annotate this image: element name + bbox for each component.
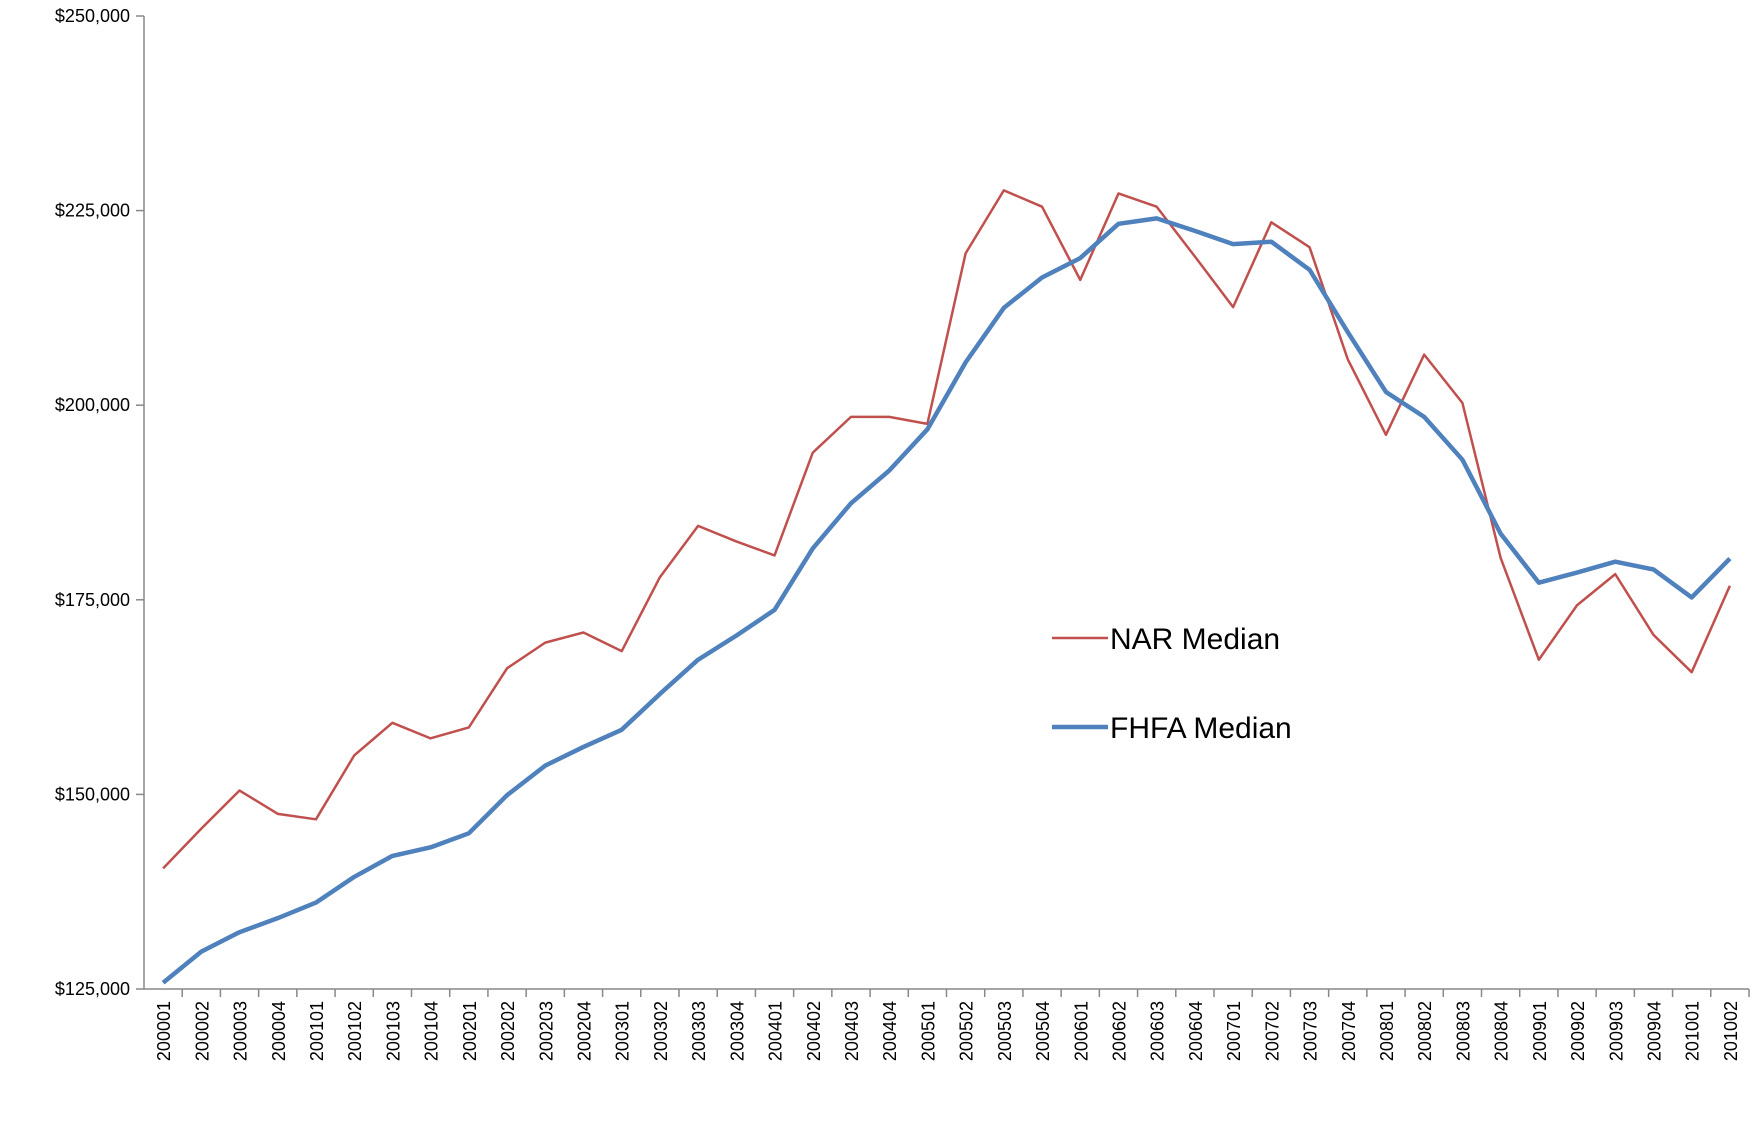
x-tick-label: 200201 — [460, 1001, 480, 1061]
x-tick-label: 200304 — [727, 1001, 747, 1061]
x-tick-label: 200501 — [918, 1001, 938, 1061]
series-line — [161, 216, 1732, 985]
y-tick-label: $150,000 — [55, 784, 130, 804]
x-tick-label: 200403 — [842, 1001, 862, 1061]
x-tick-label: 200901 — [1530, 1001, 1550, 1061]
x-tick-label: 200404 — [880, 1001, 900, 1061]
x-tick-label: 200001 — [154, 1001, 174, 1061]
legend-label: NAR Median — [1110, 623, 1280, 656]
x-tick-label: 200303 — [689, 1001, 709, 1061]
x-tick-label: 200903 — [1606, 1001, 1626, 1061]
x-tick-label: 200503 — [995, 1001, 1015, 1061]
y-tick-label: $250,000 — [55, 6, 130, 26]
x-tick-label: 200204 — [574, 1001, 594, 1061]
x-tick-label: 201001 — [1683, 1001, 1703, 1061]
y-tick-label: $200,000 — [55, 395, 130, 415]
x-tick-label: 200703 — [1301, 1001, 1321, 1061]
x-tick-label: 200302 — [651, 1001, 671, 1061]
y-tick-label: $125,000 — [55, 979, 130, 999]
x-tick-label: 200802 — [1415, 1001, 1435, 1061]
x-tick-label: 200904 — [1644, 1001, 1664, 1061]
x-tick-label: 200504 — [1033, 1001, 1053, 1061]
x-tick-label: 200803 — [1453, 1001, 1473, 1061]
x-tick-label: 200801 — [1377, 1001, 1397, 1061]
x-tick-label: 200003 — [231, 1001, 251, 1061]
x-tick-label: 200104 — [422, 1001, 442, 1061]
series-line — [162, 189, 1732, 870]
x-tick-label: 200103 — [383, 1001, 403, 1061]
x-tick-label: 200902 — [1568, 1001, 1588, 1061]
x-tick-label: 200602 — [1109, 1001, 1129, 1061]
x-tick-label: 200402 — [804, 1001, 824, 1061]
x-tick-label: 200603 — [1148, 1001, 1168, 1061]
x-tick-label: 200301 — [613, 1001, 633, 1061]
x-tick-label: 200203 — [536, 1001, 556, 1061]
x-tick-label: 200702 — [1262, 1001, 1282, 1061]
x-tick-label: 200604 — [1186, 1001, 1206, 1061]
y-tick-label: $225,000 — [55, 201, 130, 221]
x-tick-label: 200101 — [307, 1001, 327, 1061]
x-tick-label: 200601 — [1071, 1001, 1091, 1061]
x-tick-label: 200004 — [269, 1001, 289, 1061]
x-tick-label: 200102 — [345, 1001, 365, 1061]
x-tick-label: 200704 — [1339, 1001, 1359, 1061]
x-tick-label: 201002 — [1721, 1001, 1741, 1061]
legend-label: FHFA Median — [1110, 712, 1292, 745]
x-tick-label: 200401 — [766, 1001, 786, 1061]
x-tick-label: 200804 — [1492, 1001, 1512, 1061]
x-tick-label: 200202 — [498, 1001, 518, 1061]
x-tick-label: 200701 — [1224, 1001, 1244, 1061]
x-tick-label: 200002 — [192, 1001, 212, 1061]
y-tick-label: $175,000 — [55, 590, 130, 610]
x-tick-label: 200502 — [957, 1001, 977, 1061]
